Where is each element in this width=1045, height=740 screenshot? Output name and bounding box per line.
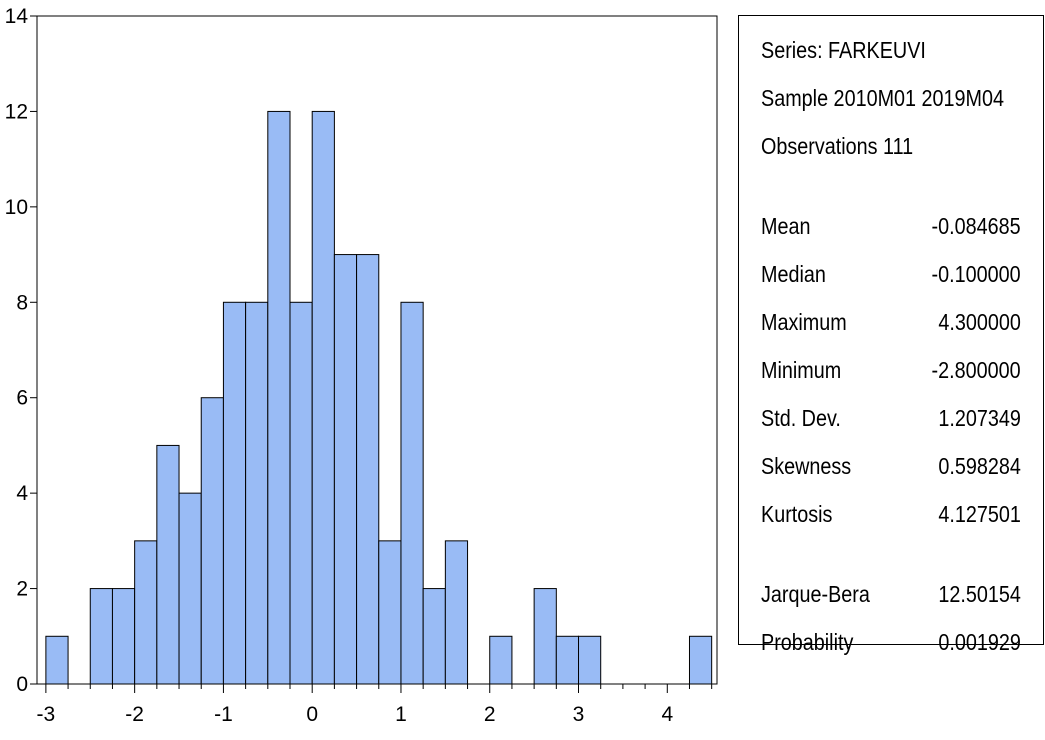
x-tick-label: -2 bbox=[125, 703, 144, 726]
histogram-bar bbox=[578, 635, 602, 685]
histogram-bar bbox=[422, 588, 446, 685]
histogram-bar bbox=[178, 492, 202, 685]
y-tick-label: 14 bbox=[5, 5, 29, 28]
histogram-bar bbox=[134, 540, 158, 685]
y-tick-label: 8 bbox=[16, 291, 28, 314]
stat-value: 4.127501 bbox=[938, 501, 1021, 527]
x-tick-label: 1 bbox=[395, 703, 407, 726]
histogram-bar bbox=[289, 301, 313, 685]
statistics-panel: Series: FARKEUVI Sample 2010M01 2019M04 … bbox=[738, 15, 1044, 654]
stat-label: Mean bbox=[761, 213, 811, 239]
test-value: 12.50154 bbox=[938, 581, 1021, 607]
y-tick-label: 10 bbox=[5, 196, 28, 219]
histogram-bar bbox=[444, 540, 469, 685]
test-value: 0.001929 bbox=[938, 629, 1021, 655]
x-tick-label: 3 bbox=[573, 703, 585, 726]
histogram-bar bbox=[378, 540, 402, 685]
histogram-bar bbox=[688, 635, 713, 685]
sample-range: Sample 2010M01 2019M04 bbox=[761, 85, 1005, 111]
histogram-bar bbox=[156, 444, 180, 685]
test-label: Jarque-Bera bbox=[761, 581, 870, 607]
x-tick-label: 2 bbox=[484, 703, 496, 726]
x-tick-label: -3 bbox=[37, 703, 56, 726]
stat-label: Minimum bbox=[761, 357, 842, 383]
histogram-bar bbox=[267, 110, 291, 685]
stat-label: Median bbox=[761, 261, 826, 287]
stat-value: -0.084685 bbox=[931, 213, 1021, 239]
stat-label: Kurtosis bbox=[761, 501, 833, 527]
histogram-bar bbox=[533, 588, 557, 685]
stat-label: Maximum bbox=[761, 309, 847, 335]
x-axis-ticks: -3 -2 -1 0 1 2 3 4 bbox=[37, 684, 713, 726]
histogram-bar bbox=[111, 588, 136, 685]
stat-label: Std. Dev. bbox=[761, 405, 841, 431]
histogram-bar bbox=[222, 301, 247, 685]
observation-count: Observations 111 bbox=[761, 133, 914, 159]
plot-frame bbox=[36, 15, 718, 685]
axes bbox=[36, 15, 718, 685]
stat-value: -2.800000 bbox=[931, 357, 1021, 383]
histogram-bar bbox=[356, 254, 380, 685]
stat-value: 0.598284 bbox=[938, 453, 1021, 479]
x-tick-label: -1 bbox=[214, 703, 233, 726]
histogram-bar bbox=[89, 588, 113, 685]
y-tick-label: 4 bbox=[16, 482, 28, 505]
histogram-bar bbox=[245, 301, 269, 685]
y-tick-label: 6 bbox=[16, 387, 28, 410]
stat-value: 4.300000 bbox=[938, 309, 1021, 335]
histogram-bar bbox=[489, 635, 513, 685]
histogram-bars bbox=[45, 110, 713, 685]
stat-value: 1.207349 bbox=[938, 405, 1021, 431]
stat-label: Skewness bbox=[761, 453, 852, 479]
x-tick-label: 0 bbox=[306, 703, 318, 726]
histogram-bar bbox=[311, 110, 335, 685]
test-label: Probability bbox=[761, 629, 854, 655]
y-tick-label: 12 bbox=[5, 100, 28, 123]
y-tick-label: 2 bbox=[16, 578, 28, 601]
histogram-bar bbox=[200, 397, 224, 685]
y-tick-label: 0 bbox=[16, 673, 28, 696]
stat-value: -0.100000 bbox=[931, 261, 1021, 287]
series-name: Series: FARKEUVI bbox=[761, 37, 926, 63]
x-tick-label: 4 bbox=[661, 703, 673, 726]
histogram-bar bbox=[555, 635, 580, 685]
histogram-bar bbox=[45, 635, 69, 685]
y-axis-ticks: 0 2 4 6 8 10 12 14 bbox=[5, 5, 37, 696]
histogram-bar bbox=[400, 301, 424, 685]
histogram-bar bbox=[333, 254, 358, 685]
